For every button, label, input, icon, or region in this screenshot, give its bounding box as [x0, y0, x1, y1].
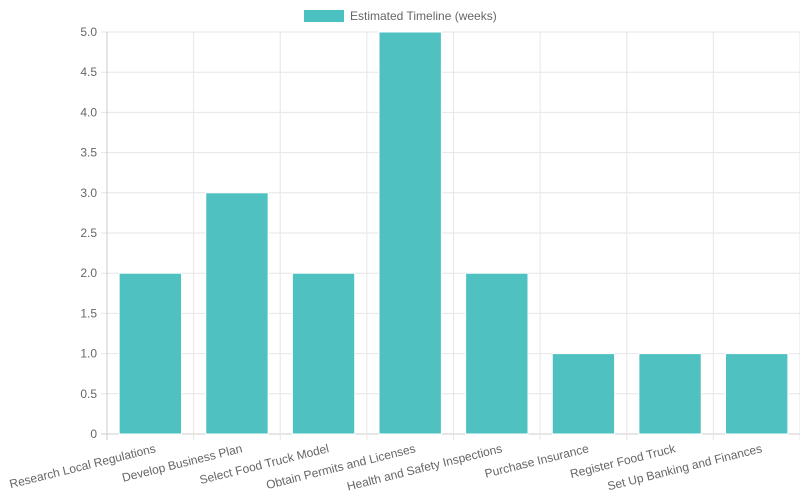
x-tick-label: Obtain Permits and Licenses [265, 441, 417, 492]
bar[interactable] [551, 353, 616, 435]
x-tick-label: Research Local Regulations [8, 441, 157, 491]
x-tick-label: Set Up Banking and Finances [606, 441, 763, 493]
bar[interactable] [205, 192, 269, 435]
bar[interactable] [118, 272, 182, 435]
legend[interactable]: Estimated Timeline (weeks) [304, 9, 497, 23]
y-tick-label: 2.0 [80, 266, 97, 280]
bar[interactable] [638, 353, 702, 435]
y-tick-label: 4.5 [80, 65, 97, 79]
y-tick-label: 1.5 [80, 306, 97, 320]
y-tick-label: 0 [90, 427, 97, 441]
y-tick-label: 2.5 [80, 226, 97, 240]
bar[interactable] [465, 272, 529, 435]
legend-label[interactable]: Estimated Timeline (weeks) [350, 9, 497, 23]
y-tick-label: 4.0 [80, 105, 97, 119]
y-tick-label: 1.0 [80, 347, 97, 361]
bar[interactable] [725, 353, 789, 435]
y-tick-label: 0.5 [80, 387, 97, 401]
y-tick-label: 3.5 [80, 146, 97, 160]
y-axis-ticks: 0 0.5 1.0 1.5 2.0 2.5 3.0 3.5 4.0 4.5 5.0 [80, 25, 97, 441]
bars [118, 31, 789, 435]
bar[interactable] [291, 272, 356, 435]
y-tick-label: 3.0 [80, 186, 97, 200]
bar[interactable] [378, 31, 442, 435]
y-tick-label: 5.0 [80, 25, 97, 39]
legend-swatch[interactable] [304, 10, 344, 22]
x-tick-label: Health and Safety Inspections [345, 441, 503, 493]
